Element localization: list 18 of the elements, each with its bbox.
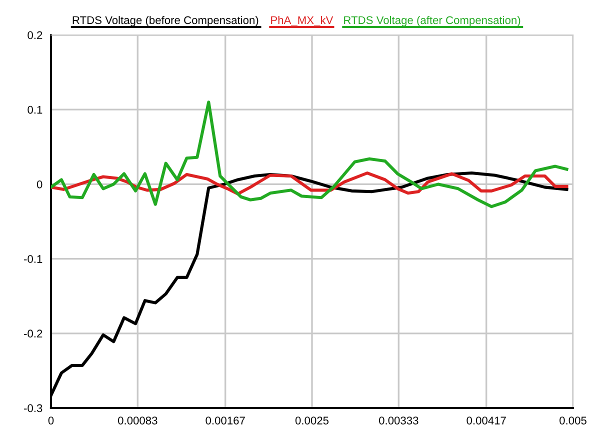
x-tick-label: 0.00333 [379,416,418,424]
x-tick-label: 0.0025 [295,416,329,424]
x-tick-label: 0.005 [560,416,586,424]
x-tick-label: 0.00083 [118,416,158,424]
text: PhA_MX_kV [271,16,334,26]
y-tick-label: -0.2 [24,330,42,338]
x-tick-label: 0 [48,416,54,424]
text: RTDS Voltage (after Compensation) [344,16,520,26]
text: RTDS Voltage (before Compensation) [72,16,258,26]
y-tick-label: 0 [36,180,42,188]
line-series [51,171,568,196]
x-tick-label: 0.00167 [206,416,245,424]
y-tick-label: -0.1 [24,255,42,263]
y-tick-label: 0.1 [28,106,42,114]
x-tick-label: 0.00417 [466,416,506,424]
y-tick-label: 0.2 [28,31,42,40]
y-tick-label: -0.3 [24,404,42,412]
line-series [51,100,568,208]
